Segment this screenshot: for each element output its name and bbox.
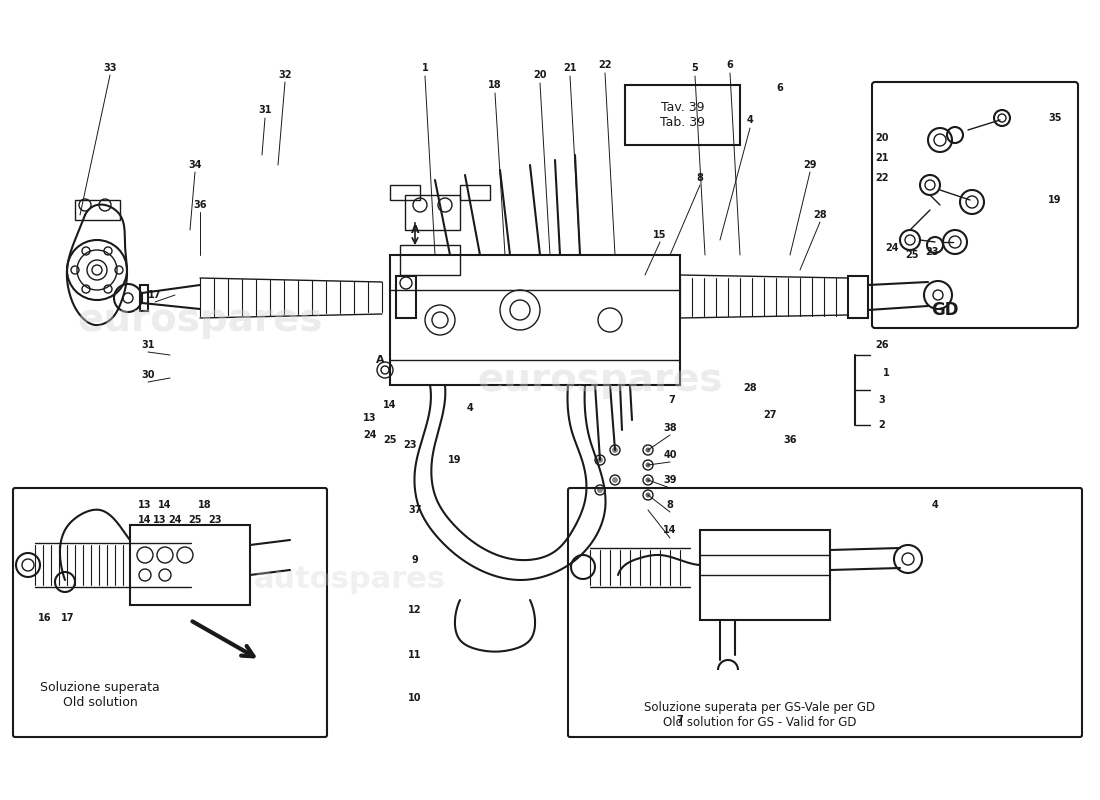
Text: 24: 24: [886, 243, 899, 253]
Bar: [405, 195, 460, 230]
Text: 8: 8: [696, 173, 703, 183]
Text: 36: 36: [783, 435, 796, 445]
Text: 17: 17: [62, 613, 75, 623]
Bar: [396, 276, 416, 318]
Text: 7: 7: [669, 395, 675, 405]
Circle shape: [646, 447, 650, 453]
Text: 14: 14: [663, 525, 676, 535]
Text: 28: 28: [813, 210, 827, 220]
Text: 35: 35: [1048, 113, 1062, 123]
Text: 18: 18: [198, 500, 212, 510]
Text: 21: 21: [563, 63, 576, 73]
Bar: [390, 185, 420, 200]
Text: 8: 8: [667, 500, 673, 510]
Circle shape: [612, 447, 618, 453]
Text: 31: 31: [258, 105, 272, 115]
Text: 13: 13: [363, 413, 376, 423]
Text: 26: 26: [876, 340, 889, 350]
Text: 14: 14: [383, 400, 397, 410]
Text: A: A: [376, 355, 384, 365]
Circle shape: [646, 462, 650, 467]
Text: 2: 2: [879, 420, 886, 430]
Bar: [390, 255, 680, 385]
Text: 21: 21: [876, 153, 889, 163]
Text: Soluzione superata per GS-Vale per GD
Old solution for GS - Valid for GD: Soluzione superata per GS-Vale per GD Ol…: [645, 701, 876, 729]
Text: 18: 18: [488, 80, 502, 90]
Text: 39: 39: [663, 475, 676, 485]
Bar: [625, 85, 740, 145]
Circle shape: [612, 477, 618, 483]
Text: 24: 24: [363, 430, 376, 440]
Text: 24: 24: [168, 515, 182, 525]
Text: GD: GD: [932, 301, 959, 319]
Text: 29: 29: [803, 160, 816, 170]
Text: 15: 15: [653, 230, 667, 240]
Text: 9: 9: [411, 555, 418, 565]
Text: 32: 32: [278, 70, 292, 80]
Text: 22: 22: [598, 60, 612, 70]
Text: 40: 40: [663, 450, 676, 460]
Text: 25: 25: [383, 435, 397, 445]
Text: 28: 28: [744, 383, 757, 393]
Text: 33: 33: [103, 63, 117, 73]
Text: 13: 13: [139, 500, 152, 510]
Text: eurospares: eurospares: [477, 361, 723, 399]
Text: 14: 14: [139, 515, 152, 525]
Bar: [460, 185, 490, 200]
Text: 25: 25: [905, 250, 918, 260]
Text: 19: 19: [1048, 195, 1062, 205]
Text: 20: 20: [534, 70, 547, 80]
Text: 36: 36: [194, 200, 207, 210]
Circle shape: [597, 457, 603, 463]
Text: 38: 38: [663, 423, 676, 433]
Text: 6: 6: [777, 83, 783, 93]
Bar: [848, 276, 868, 318]
Text: 17: 17: [148, 290, 162, 300]
Text: 10: 10: [408, 693, 421, 703]
Text: autospares: autospares: [254, 566, 446, 594]
Text: 12: 12: [408, 605, 421, 615]
Text: 20: 20: [876, 133, 889, 143]
Bar: [400, 245, 460, 275]
Text: 37: 37: [408, 505, 421, 515]
Bar: [130, 525, 250, 605]
Text: 27: 27: [763, 410, 777, 420]
Text: 23: 23: [925, 247, 938, 257]
Text: 30: 30: [141, 370, 155, 380]
Text: 16: 16: [39, 613, 52, 623]
Text: 4: 4: [747, 115, 754, 125]
Text: 25: 25: [188, 515, 201, 525]
Text: 23: 23: [404, 440, 417, 450]
Circle shape: [597, 487, 603, 493]
Bar: [140, 285, 148, 311]
Text: 31: 31: [141, 340, 155, 350]
Text: 19: 19: [449, 455, 462, 465]
Text: 5: 5: [692, 63, 698, 73]
Circle shape: [646, 493, 650, 498]
Text: 4: 4: [466, 403, 473, 413]
Text: 7: 7: [676, 715, 683, 725]
Text: Tav. 39
Tab. 39: Tav. 39 Tab. 39: [660, 101, 705, 129]
Text: 22: 22: [876, 173, 889, 183]
Text: 34: 34: [188, 160, 201, 170]
Bar: [700, 530, 830, 620]
Text: 4: 4: [932, 500, 938, 510]
Text: 1: 1: [421, 63, 428, 73]
Text: A: A: [410, 225, 419, 235]
Text: eurospares: eurospares: [77, 301, 322, 339]
Text: 13: 13: [153, 515, 167, 525]
Text: 3: 3: [879, 395, 886, 405]
Text: Soluzione superata
Old solution: Soluzione superata Old solution: [40, 681, 159, 709]
Text: 23: 23: [208, 515, 222, 525]
Text: 11: 11: [408, 650, 421, 660]
Circle shape: [646, 478, 650, 482]
Text: 14: 14: [158, 500, 172, 510]
Bar: [75, 200, 120, 220]
Text: 6: 6: [727, 60, 734, 70]
Text: 1: 1: [882, 368, 890, 378]
